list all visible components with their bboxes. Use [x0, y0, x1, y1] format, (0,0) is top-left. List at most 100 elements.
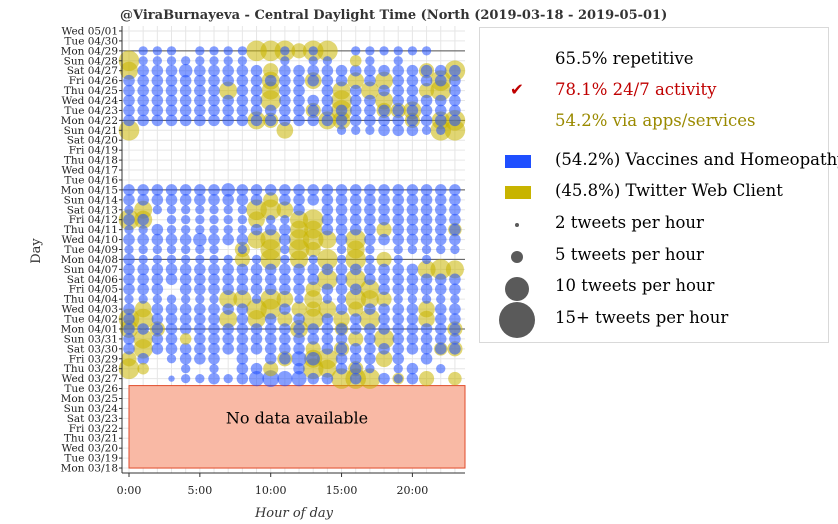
point-vaccines [279, 352, 291, 365]
point-vaccines [393, 244, 403, 255]
point-vaccines [124, 224, 134, 235]
size-marker-5 [511, 251, 523, 263]
point-vaccines [251, 254, 262, 265]
point-vaccines [237, 205, 248, 215]
point-vaccines [165, 343, 178, 355]
point-vaccines [349, 372, 362, 385]
point-vaccines [364, 343, 376, 355]
y-tick-label: Fri 03/29 [69, 353, 118, 365]
y-tick-label: Fri 04/05 [69, 284, 118, 296]
point-vaccines [280, 46, 290, 56]
point-vaccines [195, 56, 205, 66]
point-vaccines [293, 64, 305, 77]
point-vaccines [307, 333, 319, 345]
point-twitter-web [305, 281, 321, 297]
point-vaccines [194, 64, 206, 77]
point-vaccines [137, 114, 149, 127]
point-vaccines [349, 343, 362, 355]
point-vaccines [421, 294, 432, 304]
point-vaccines [165, 114, 178, 127]
point-vaccines [179, 343, 192, 355]
point-vaccines [165, 74, 178, 87]
point-vaccines [279, 104, 291, 117]
point-vaccines [392, 104, 405, 117]
point-vaccines [335, 184, 348, 196]
point-vaccines [349, 84, 362, 97]
point-vaccines [392, 184, 405, 196]
point-vaccines [208, 194, 220, 206]
point-vaccines [124, 294, 134, 304]
point-twitter-web [179, 333, 192, 345]
point-vaccines [137, 263, 149, 276]
point-vaccines [364, 94, 376, 107]
point-twitter-web [346, 240, 365, 259]
point-vaccines [392, 64, 405, 77]
point-vaccines [378, 372, 390, 385]
point-vaccines [349, 352, 362, 365]
point-vaccines [378, 124, 390, 137]
point-vaccines [378, 233, 390, 246]
point-vaccines [420, 213, 433, 226]
point-vaccines [322, 294, 333, 304]
y-tick-label: Tue 04/30 [64, 35, 118, 47]
point-vaccines [123, 263, 135, 276]
point-vaccines [321, 104, 334, 117]
y-tick-label: Wed 04/03 [62, 304, 118, 316]
point-vaccines [181, 224, 191, 235]
point-vaccines [264, 263, 277, 276]
point-vaccines [364, 74, 376, 87]
point-twitter-web [418, 300, 435, 318]
y-tick-label: Thu 03/28 [64, 363, 118, 375]
point-vaccines [364, 333, 376, 345]
point-vaccines [251, 294, 262, 304]
point-vaccines [151, 184, 164, 196]
point-vaccines [322, 56, 333, 66]
point-vaccines [378, 313, 390, 325]
legend-size-10: 10 tweets per hour [555, 276, 715, 295]
point-vaccines [250, 194, 263, 206]
point-vaccines [137, 64, 149, 77]
point-vaccines [449, 194, 461, 206]
point-vaccines [321, 333, 334, 345]
point-vaccines [378, 104, 390, 117]
point-vaccines [321, 313, 334, 325]
point-vaccines [421, 46, 432, 56]
point-vaccines [137, 213, 149, 226]
point-vaccines [194, 104, 206, 117]
point-vaccines [208, 84, 220, 97]
y-tick-label: Tue 04/16 [64, 174, 118, 186]
point-vaccines [335, 352, 348, 365]
point-vaccines [449, 213, 461, 226]
point-vaccines [365, 364, 375, 374]
y-tick-label: Sun 04/14 [64, 194, 119, 206]
y-tick-label: Sun 03/24 [64, 403, 119, 415]
point-vaccines [208, 352, 220, 365]
point-vaccines [222, 343, 234, 355]
point-vaccines [195, 254, 205, 265]
point-vaccines [179, 352, 192, 365]
point-vaccines [293, 184, 305, 196]
point-vaccines [236, 114, 249, 127]
legend-size-15: 15+ tweets per hour [555, 308, 729, 327]
point-twitter-web [376, 222, 392, 238]
size-marker-2 [515, 223, 519, 227]
point-vaccines [406, 313, 419, 325]
y-tick-label: Mon 04/29 [61, 45, 118, 57]
y-tick-label: Sun 04/07 [64, 264, 118, 276]
point-vaccines [151, 94, 164, 107]
point-vaccines [208, 184, 220, 196]
point-vaccines [181, 215, 191, 225]
point-vaccines [195, 244, 205, 255]
point-twitter-web [430, 259, 452, 280]
point-vaccines [336, 125, 347, 135]
point-vaccines [223, 215, 233, 225]
point-vaccines [378, 194, 390, 206]
point-vaccines [124, 205, 134, 215]
point-vaccines [293, 283, 305, 296]
point-vaccines [264, 323, 277, 335]
point-vaccines [123, 253, 135, 266]
point-vaccines [406, 303, 419, 315]
y-tick-label: Thu 04/18 [64, 155, 118, 167]
point-vaccines [392, 303, 405, 315]
point-vaccines [449, 223, 461, 236]
